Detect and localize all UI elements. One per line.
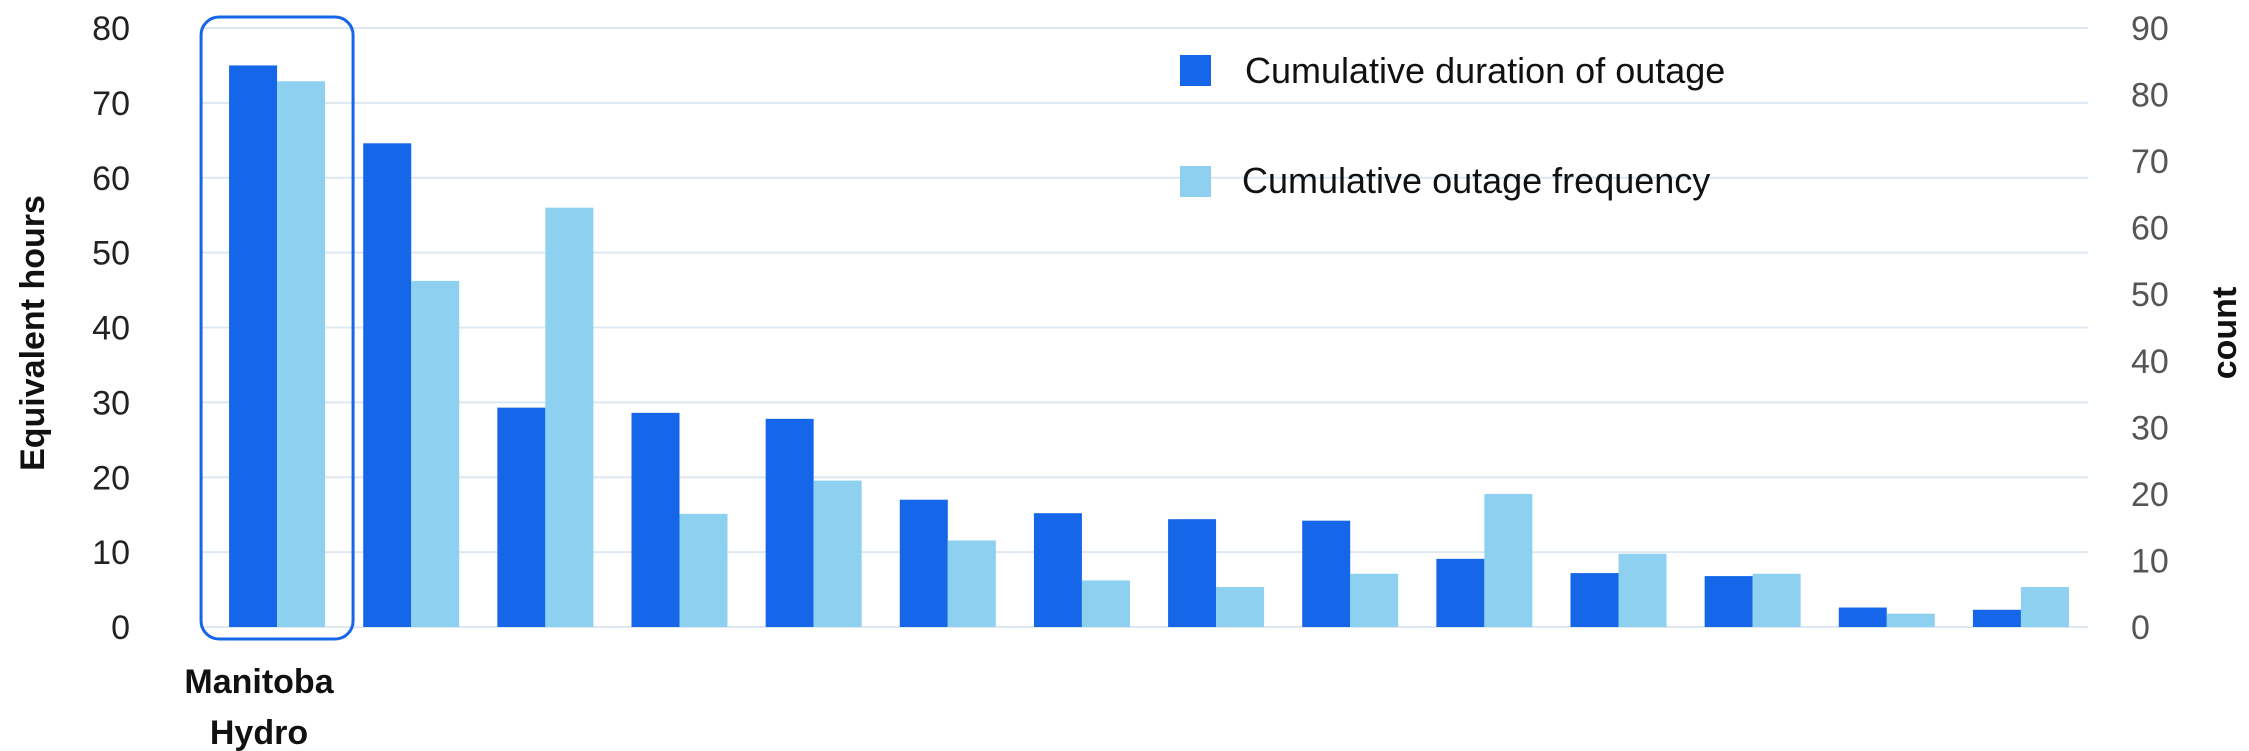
bar-frequency-9 <box>1484 493 1533 627</box>
y-right-tick-label-9: 90 <box>2131 10 2169 48</box>
y-right-tick-label-1: 10 <box>2131 542 2169 580</box>
legend: Cumulative duration of outage Cumulative… <box>1180 50 1725 201</box>
bar-frequency-2 <box>545 207 594 627</box>
legend-label-frequency: Cumulative outage frequency <box>1242 160 1710 201</box>
bars <box>229 65 2069 627</box>
highlight-box <box>199 15 355 641</box>
bar-frequency-10 <box>1618 553 1667 627</box>
y-tick-label-0: 0 <box>111 609 130 647</box>
bar-frequency-1 <box>411 280 460 627</box>
y-right-tick-label-7: 70 <box>2131 143 2169 181</box>
bar-frequency-7 <box>1216 587 1265 627</box>
gridlines <box>200 27 2088 628</box>
bar-duration-8 <box>1302 520 1351 627</box>
y-axis-title: Equivalent hours <box>14 195 52 471</box>
bar-duration-12 <box>1838 607 1887 627</box>
y-right-tick-label-4: 40 <box>2131 343 2169 381</box>
y-right-tick-label-3: 30 <box>2131 409 2169 447</box>
y-tick-label-2: 20 <box>92 459 130 497</box>
y-tick-label-1: 10 <box>92 534 130 572</box>
left-axis-ticks: 0 10 20 30 40 50 60 70 80 <box>92 10 130 647</box>
legend-swatch-duration <box>1180 55 1211 86</box>
bar-frequency-11 <box>1752 573 1801 627</box>
y-right-tick-label-8: 80 <box>2131 77 2169 115</box>
bar-duration-0 <box>229 65 278 627</box>
bar-frequency-3 <box>679 513 728 627</box>
right-axis-ticks: 0 10 20 30 40 50 60 70 80 90 <box>2131 10 2169 647</box>
legend-label-duration: Cumulative duration of outage <box>1245 50 1725 91</box>
y-tick-label-4: 40 <box>92 310 130 348</box>
y-tick-label-7: 70 <box>92 85 130 123</box>
y-right-tick-label-5: 50 <box>2131 276 2169 314</box>
bar-duration-3 <box>631 412 680 627</box>
y-tick-label-8: 80 <box>92 10 130 48</box>
bar-frequency-5 <box>947 540 996 627</box>
category-label: Manitoba Hydro <box>184 663 334 751</box>
bar-duration-4 <box>765 418 814 627</box>
y-tick-label-6: 60 <box>92 160 130 198</box>
bar-duration-5 <box>899 499 948 627</box>
legend-swatch-frequency <box>1180 166 1211 197</box>
y-right-tick-label-6: 60 <box>2131 210 2169 248</box>
bar-duration-9 <box>1436 558 1485 627</box>
bar-frequency-13 <box>2020 587 2069 627</box>
bar-duration-2 <box>497 407 546 627</box>
bar-frequency-4 <box>813 480 862 627</box>
bar-frequency-6 <box>1081 580 1130 627</box>
category-label-line-2: Hydro <box>210 714 308 751</box>
y-right-tick-label-0: 0 <box>2131 609 2150 647</box>
y-axis-right-title: count <box>2206 287 2244 380</box>
y-tick-label-5: 50 <box>92 235 130 273</box>
bar-duration-10 <box>1570 573 1619 627</box>
bar-duration-13 <box>1972 609 2021 627</box>
y-tick-label-3: 30 <box>92 384 130 422</box>
bar-frequency-0 <box>277 81 326 627</box>
bar-frequency-8 <box>1350 573 1399 627</box>
bar-duration-11 <box>1704 576 1753 627</box>
bar-frequency-12 <box>1886 613 1935 627</box>
bar-duration-6 <box>1033 513 1082 627</box>
y-right-tick-label-2: 20 <box>2131 476 2169 514</box>
bar-duration-1 <box>363 143 412 627</box>
bar-duration-7 <box>1168 519 1217 627</box>
category-label-line-1: Manitoba <box>184 663 334 701</box>
